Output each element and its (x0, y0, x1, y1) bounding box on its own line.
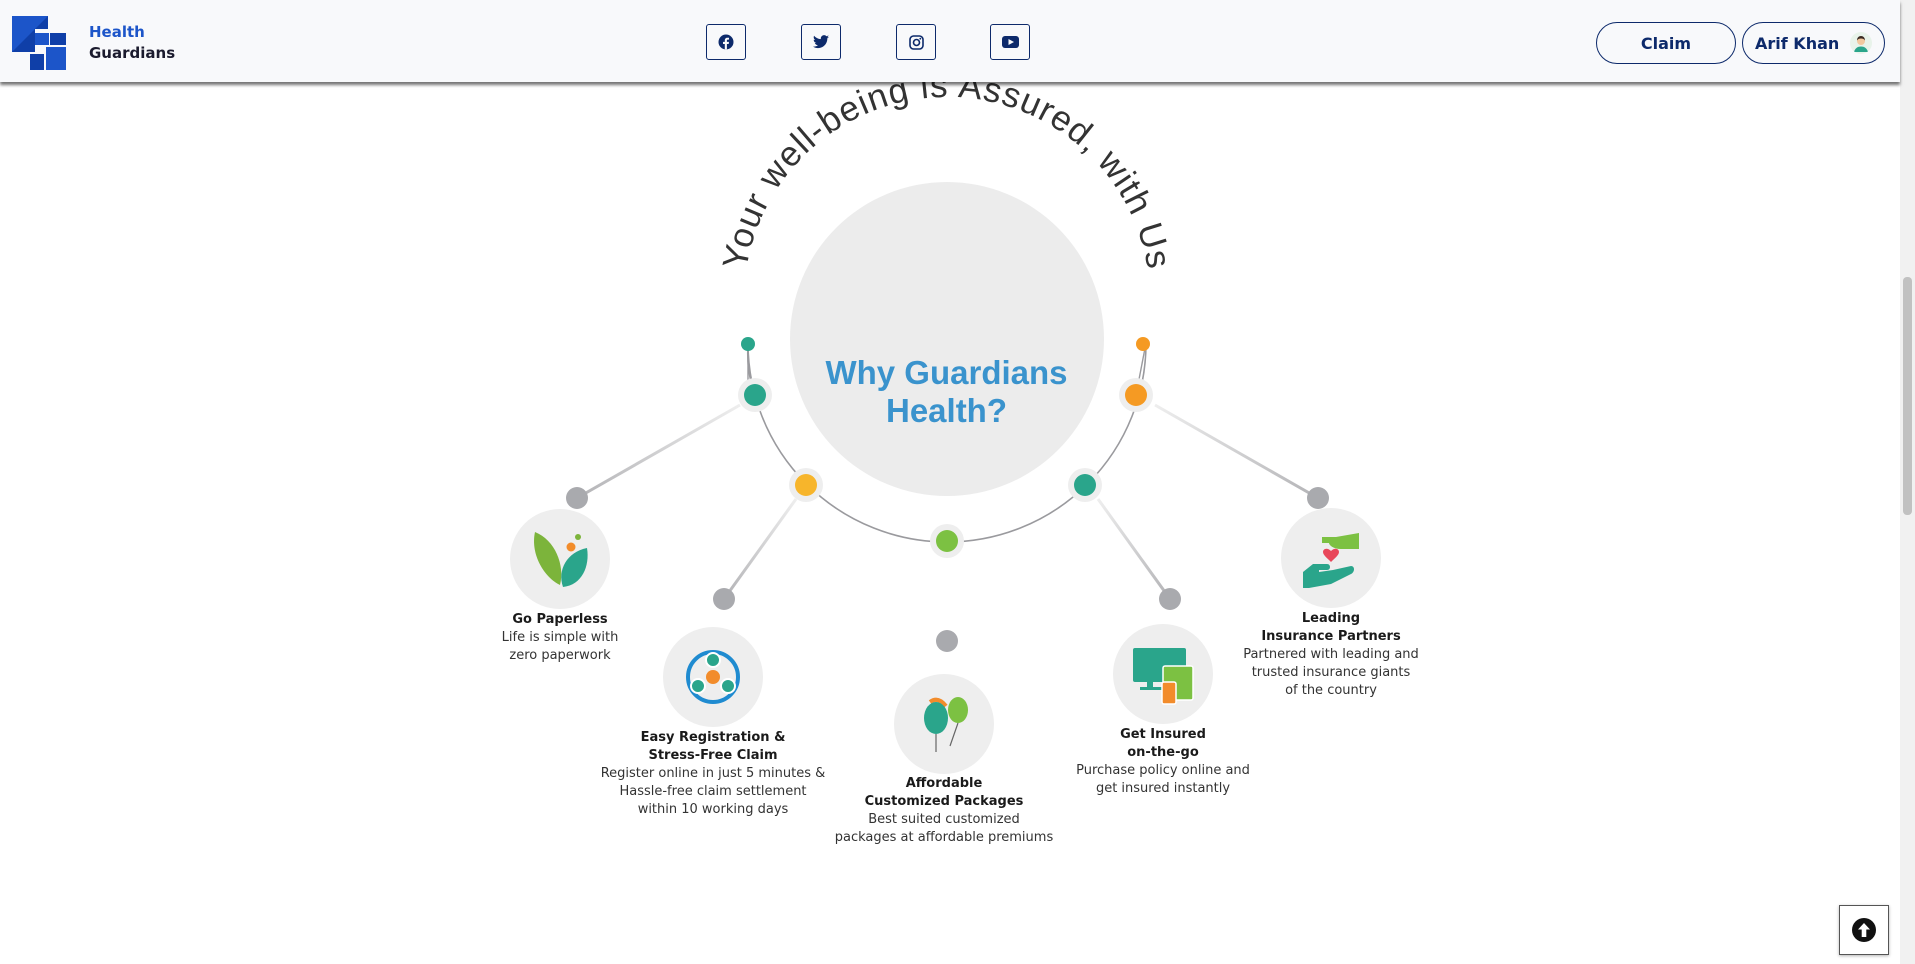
feature-registration: Easy Registration & Stress-Free Claim Re… (593, 729, 833, 819)
feature-icon-paperless (510, 509, 610, 609)
balloons-icon (924, 697, 968, 752)
health-guardians-logo[interactable] (12, 16, 66, 70)
scrollbar-thumb[interactable] (1903, 277, 1912, 515)
top-navbar: Health Guardians Claim Arif Khan (0, 0, 1900, 82)
feature-icon-on-the-go (1113, 624, 1213, 724)
feature-desc: Best suited customized (868, 812, 1020, 827)
spoke-line (1154, 403, 1319, 500)
feature-desc: within 10 working days (637, 802, 789, 817)
node-dot (1074, 474, 1096, 496)
arc-end-dot (741, 337, 755, 351)
feature-title: Easy Registration & (640, 730, 786, 745)
feature-on-the-go: Get Insured on-the-go Purchase policy on… (1068, 726, 1258, 798)
avatar (1850, 32, 1872, 54)
twitter-icon (813, 35, 829, 49)
spoke-end-dot (1307, 487, 1329, 509)
scroll-to-top-button[interactable] (1839, 905, 1889, 955)
feature-partners: Leading Insurance Partners Partnered wit… (1236, 610, 1426, 700)
feature-paperless: Go Paperless Life is simple with zero pa… (470, 611, 650, 665)
feature-desc: Life is simple with (501, 630, 619, 645)
feature-title: Affordable (905, 776, 983, 791)
facebook-icon (718, 34, 734, 50)
feature-desc: zero paperwork (509, 648, 611, 663)
devices-icon (1133, 648, 1194, 705)
spoke-line (576, 403, 741, 500)
user-name: Arif Khan (1755, 33, 1840, 53)
instagram-button[interactable] (896, 24, 936, 60)
spoke-line (1096, 498, 1172, 600)
node-dot (936, 530, 958, 552)
feature-title: Stress-Free Claim (648, 748, 778, 763)
instagram-icon (908, 34, 924, 50)
feature-title: Get Insured (1120, 727, 1206, 742)
hands-heart-icon (1303, 533, 1359, 588)
feature-icon-partners (1281, 508, 1381, 608)
feature-title: on-the-go (1127, 745, 1199, 760)
brand-name[interactable]: Health Guardians (89, 22, 175, 64)
feature-icon-registration (663, 627, 763, 727)
twitter-button[interactable] (801, 24, 841, 60)
node-dot (744, 384, 766, 406)
spoke-end-dot (713, 588, 735, 610)
center-title-line-1: Why Guardians (825, 354, 1068, 391)
brand-line-1: Health (89, 23, 145, 41)
user-menu-button[interactable]: Arif Khan (1742, 22, 1885, 64)
center-title-line-2: Health? (885, 392, 1007, 429)
youtube-button[interactable] (990, 24, 1030, 60)
feature-desc: of the country (1285, 683, 1377, 698)
claim-button[interactable]: Claim (1596, 22, 1736, 64)
brand-line-2: Guardians (89, 44, 176, 62)
youtube-icon (1001, 36, 1019, 48)
feature-desc: get insured instantly (1095, 781, 1231, 796)
feature-desc: packages at affordable premiums (834, 830, 1054, 845)
feature-desc: Hassle-free claim settlement (619, 784, 807, 799)
user-avatar-icon (1854, 36, 1868, 52)
leaves-icon (534, 532, 588, 587)
arc-end-dot (1136, 337, 1150, 351)
feature-title: Go Paperless (512, 612, 608, 627)
spoke-end-dot (1159, 588, 1181, 610)
spoke-line (722, 498, 798, 600)
feature-title: Leading (1301, 611, 1361, 626)
spoke-end-dot (566, 487, 588, 509)
spinner-nodes-icon (686, 650, 740, 704)
spoke-end-dot (936, 630, 958, 652)
arrow-up-circle-icon (1852, 918, 1876, 942)
feature-desc: Register online in just 5 minutes & (600, 766, 826, 781)
node-dot (1125, 384, 1147, 406)
feature-desc: Partnered with leading and (1243, 647, 1419, 662)
center-circle (790, 182, 1104, 496)
feature-title: Customized Packages (864, 794, 1024, 809)
facebook-button[interactable] (706, 24, 746, 60)
feature-packages: Affordable Customized Packages Best suit… (829, 775, 1059, 847)
feature-title: Insurance Partners (1261, 629, 1401, 644)
feature-icon-packages (894, 674, 994, 774)
feature-desc: Purchase policy online and (1076, 763, 1250, 778)
node-dot (795, 474, 817, 496)
center-title: Why Guardians Health? (790, 354, 1103, 430)
feature-desc: trusted insurance giants (1251, 665, 1411, 680)
